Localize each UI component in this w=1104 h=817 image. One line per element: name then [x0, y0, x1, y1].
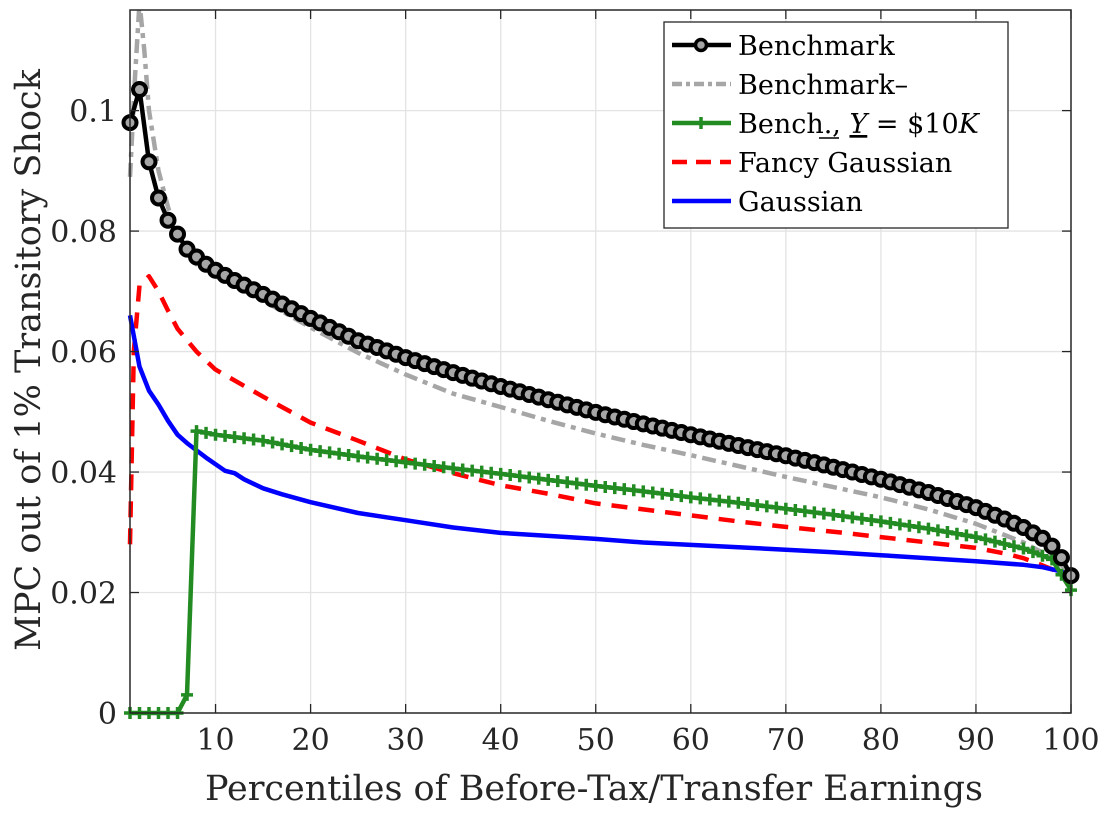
plus-marker-icon	[285, 440, 298, 453]
axes-box	[129, 9, 1072, 714]
series-bench-y-10k	[124, 425, 1077, 719]
legend-label-fancy-gaussian: Fancy Gaussian	[738, 148, 952, 179]
x-tick-label: 40	[482, 723, 520, 758]
x-tick-label: 100	[1042, 723, 1099, 758]
legend-item-benchmark: Benchmark	[672, 31, 895, 62]
x-tick-label: 80	[862, 723, 900, 758]
plus-marker-icon	[181, 688, 194, 701]
axis-ticks	[130, 10, 1072, 714]
circle-marker-icon	[150, 189, 168, 207]
series-line	[127, 314, 1073, 580]
x-tick-label: 70	[767, 723, 805, 758]
y-tick-labels: 0 0.02 0.04 0.06 0.08 0.1	[50, 95, 117, 732]
axes-frame	[129, 9, 1072, 714]
x-tick-label: 60	[672, 723, 710, 758]
x-tick-labels: 10 20 30 40 50 60 70 80 90 100	[196, 723, 1099, 758]
y-tick-label: 0	[98, 697, 117, 732]
legend-label-benchmark-minus: Benchmark–	[738, 70, 908, 101]
plus-marker-icon	[257, 434, 270, 447]
series-line	[127, 274, 1073, 582]
x-tick-label: 50	[577, 723, 615, 758]
x-tick-label: 10	[196, 723, 234, 758]
y-tick-label: 0.02	[50, 577, 117, 612]
plus-marker-icon	[979, 533, 992, 546]
y-tick-label: 0.06	[50, 336, 117, 371]
plus-marker-icon	[969, 531, 982, 544]
series-fancy-gaussian	[127, 274, 1073, 582]
underlined-y-variable: Y	[849, 109, 869, 140]
y-axis-title: MPC out of 1% Transitory Shock	[9, 68, 49, 650]
circle-marker-icon	[131, 81, 149, 99]
plus-marker-icon	[200, 426, 213, 439]
y-tick-label: 0.08	[50, 215, 117, 250]
plus-marker-icon	[695, 117, 707, 129]
plus-marker-icon	[988, 535, 1001, 548]
legend-label-gaussian: Gaussian	[738, 187, 863, 218]
y-tick-label: 0.04	[50, 456, 117, 491]
plus-marker-icon	[998, 537, 1011, 550]
plus-marker-icon	[295, 441, 308, 454]
plus-marker-icon	[276, 438, 289, 451]
x-axis-title: Percentiles of Before-Tax/Transfer Earni…	[205, 769, 983, 809]
circle-marker-icon	[140, 153, 158, 171]
x-tick-label: 30	[387, 723, 425, 758]
circle-marker-icon	[1043, 537, 1061, 555]
circle-marker-icon	[159, 211, 177, 229]
series-gaussian	[127, 314, 1073, 580]
legend: Benchmark Benchmark– Bench., Y = $10K Fa…	[663, 21, 1009, 229]
x-tick-label: 20	[292, 723, 330, 758]
series-line	[127, 10, 1073, 575]
legend-item-gaussian: Gaussian	[672, 187, 863, 218]
legend-label-benchmark: Benchmark	[738, 31, 895, 62]
plus-marker-icon	[1036, 549, 1049, 562]
plus-marker-icon	[190, 425, 203, 438]
series-benchmark	[121, 81, 1080, 585]
plus-marker-icon	[1026, 546, 1039, 559]
plus-marker-icon	[1007, 540, 1020, 553]
legend-item-bench-10k: Bench., Y = $10K	[672, 109, 981, 140]
series-layer	[121, 10, 1080, 719]
circle-marker-icon	[1052, 549, 1070, 567]
y-tick-label: 0.1	[69, 95, 117, 130]
plus-marker-icon	[266, 436, 279, 449]
legend-label-bench-10k: Bench., Y = $10K	[738, 109, 981, 140]
plus-marker-icon	[1017, 542, 1030, 555]
x-tick-label: 90	[957, 723, 995, 758]
legend-item-fancy-gaussian: Fancy Gaussian	[672, 148, 952, 179]
circle-marker-icon	[169, 225, 187, 243]
series-benchmark-	[127, 10, 1073, 575]
legend-item-benchmark-minus: Benchmark–	[672, 70, 908, 101]
circle-marker-icon	[693, 37, 709, 53]
